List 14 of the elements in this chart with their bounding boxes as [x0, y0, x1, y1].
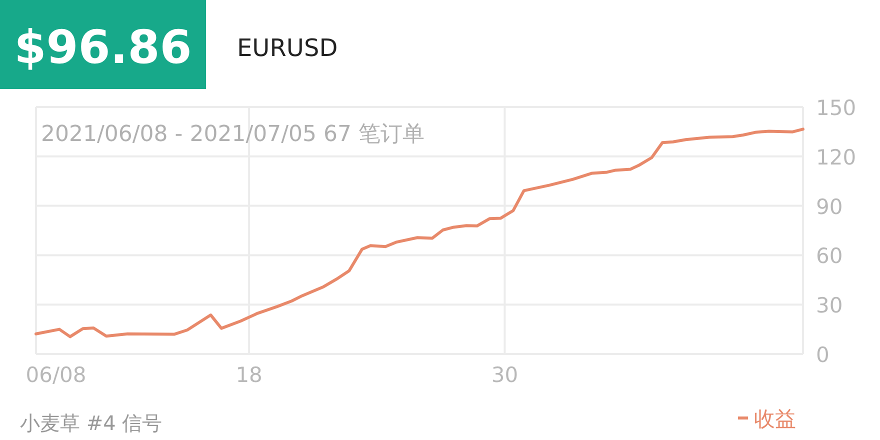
y-tick-label: 60: [816, 244, 843, 268]
legend-label: 收益: [754, 407, 796, 431]
y-tick-label: 0: [816, 343, 830, 367]
chart-title: $96.86: [14, 20, 192, 74]
x-tick-label: 30: [491, 363, 518, 387]
y-tick-label: 30: [816, 294, 843, 318]
text: 小麦草 #4 信号: [20, 411, 162, 435]
chart-subtitle: EURUSD: [237, 34, 338, 62]
x-tick-label: 18: [236, 363, 262, 387]
y-tick-label: 90: [816, 194, 843, 219]
y-tick-label: 150: [816, 96, 856, 120]
x-tick-label: 06/08: [26, 363, 86, 387]
annotation: 2021/06/08 - 2021/07/05 67 笔订单: [41, 122, 425, 147]
y-tick-label: 120: [816, 145, 856, 170]
